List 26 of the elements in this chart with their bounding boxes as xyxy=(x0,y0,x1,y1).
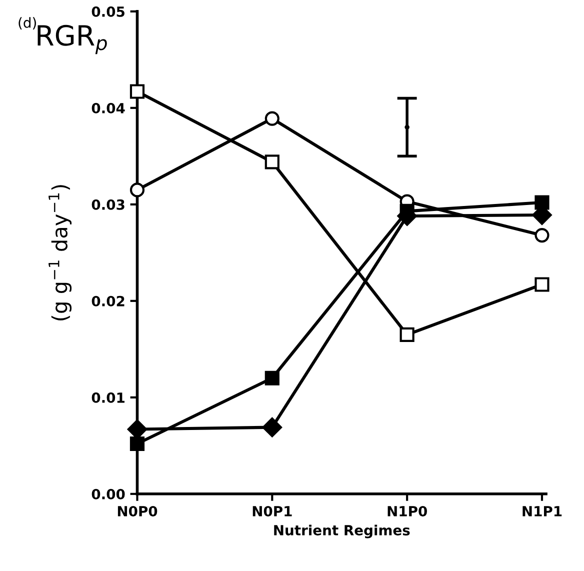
text: (d) xyxy=(18,17,36,30)
point xyxy=(404,124,410,130)
point xyxy=(264,154,280,170)
y-tick-label: 0.05 xyxy=(92,6,124,17)
text: RGR$_{p}$ xyxy=(38,24,107,54)
point xyxy=(130,436,145,452)
point xyxy=(264,370,280,386)
y-tick-label: 0.02 xyxy=(92,296,124,306)
point xyxy=(130,84,145,99)
y-tick-label: 0.03 xyxy=(92,199,124,210)
y-axis-title: (g g$^{−1}$ day$^{−1}$) xyxy=(48,185,72,320)
x-tick-label: N1P1 xyxy=(522,506,562,516)
point xyxy=(534,195,550,210)
y-tick-label: 0.01 xyxy=(92,392,124,403)
y-tick-label: 0.04 xyxy=(92,102,125,114)
x-tick-label: N0P0 xyxy=(118,506,158,516)
point xyxy=(534,277,550,292)
point xyxy=(130,182,145,198)
x-tick-label: N0P1 xyxy=(252,506,292,516)
y-tick-label: 0.00 xyxy=(92,488,125,500)
point xyxy=(400,327,414,342)
point xyxy=(534,228,550,243)
x-tick-label: N1P0 xyxy=(388,506,427,516)
x-axis-title: Nutrient Regimes xyxy=(274,524,410,538)
point xyxy=(264,111,280,126)
point xyxy=(262,417,282,438)
